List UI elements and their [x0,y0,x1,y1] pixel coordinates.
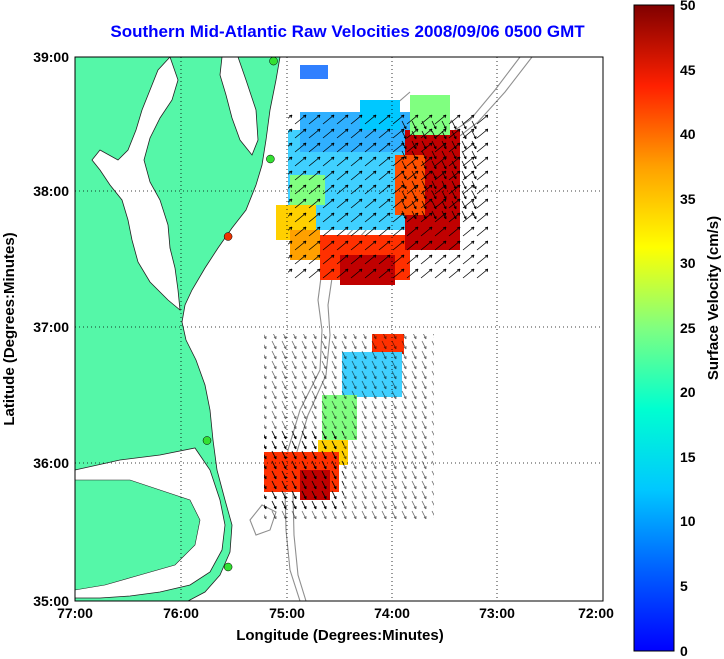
x-tick: 77:00 [57,605,93,621]
colorbar-tick: 10 [680,513,696,529]
colorbar-tick: 30 [680,255,696,271]
station-marker [266,154,275,164]
colorbar [633,4,675,652]
station-marker [223,562,233,572]
colorbar-tick: 25 [680,320,696,336]
station-marker [269,56,278,66]
colorbar-ticks: 50 45 40 35 30 25 20 15 10 5 0 [680,0,696,659]
colorbar-tick: 15 [680,449,696,465]
chesapeake-bay [91,57,181,311]
velocity-field-south [264,334,434,519]
y-tick: 35:00 [33,593,69,609]
colorbar-tick: 0 [680,643,688,659]
pamlico-land-fill [75,479,201,591]
station-marker [223,232,233,241]
station-marker [202,436,212,445]
x-tick: 74:00 [374,605,410,621]
x-tick: 73:00 [479,605,515,621]
y-tick: 38:00 [33,183,69,199]
x-tick: 72:00 [578,605,614,621]
colorbar-tick: 40 [680,126,696,142]
colorbar-tick: 35 [680,191,696,207]
colorbar-tick: 45 [680,62,696,78]
x-axis-ticks: 77:00 76:00 75:00 74:00 73:00 72:00 [57,605,614,621]
y-tick: 37:00 [33,319,69,335]
x-tick: 76:00 [163,605,199,621]
y-axis-label: Latitude (Degrees:Minutes) [1,232,18,425]
y-axis-ticks: 39:00 38:00 37:00 36:00 35:00 [33,49,69,609]
plot-frame [74,56,604,602]
velocity-field-north [276,65,488,285]
y-tick: 39:00 [33,49,69,65]
colorbar-tick: 20 [680,384,696,400]
colorbar-tick: 5 [680,578,688,594]
delaware-bay [219,57,259,156]
x-tick: 75:00 [269,605,305,621]
station-markers [202,56,278,572]
y-tick: 36:00 [33,455,69,471]
colorbar-tick: 50 [680,0,696,13]
x-axis-label: Longitude (Degrees:Minutes) [236,627,444,644]
map-title: Southern Mid-Atlantic Raw Velocities 200… [110,22,585,41]
colorbar-label: Surface Velocity (cm/s) [705,216,722,380]
map-grid [75,57,603,601]
